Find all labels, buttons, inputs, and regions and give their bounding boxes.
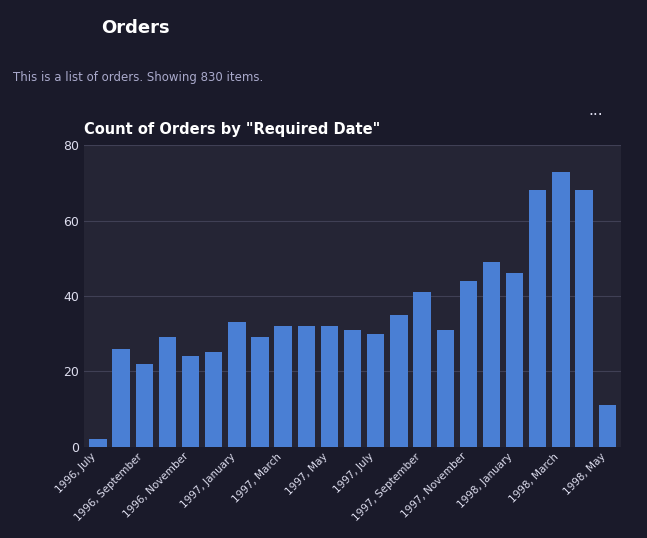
Bar — [228, 322, 246, 447]
Bar — [575, 190, 593, 447]
Bar — [390, 315, 408, 447]
Bar — [506, 273, 523, 447]
Bar — [459, 281, 477, 447]
Bar — [598, 405, 616, 447]
Bar — [251, 337, 269, 447]
Text: This is a list of orders. Showing 830 items.: This is a list of orders. Showing 830 it… — [13, 70, 263, 84]
Bar — [553, 172, 569, 447]
Bar — [344, 330, 361, 447]
Bar — [182, 356, 199, 447]
Bar — [298, 326, 315, 447]
Bar — [136, 364, 153, 447]
Text: ···: ··· — [588, 108, 602, 123]
Bar — [483, 262, 500, 447]
Bar — [274, 326, 292, 447]
Bar — [321, 326, 338, 447]
Bar — [159, 337, 176, 447]
Bar — [205, 352, 223, 447]
Text: Orders: Orders — [102, 19, 170, 37]
Bar — [89, 439, 107, 447]
Bar — [367, 334, 384, 447]
Text: Count of Orders by "Required Date": Count of Orders by "Required Date" — [84, 122, 380, 137]
Bar — [437, 330, 454, 447]
Bar — [113, 349, 130, 447]
Bar — [413, 292, 431, 447]
Bar — [529, 190, 547, 447]
